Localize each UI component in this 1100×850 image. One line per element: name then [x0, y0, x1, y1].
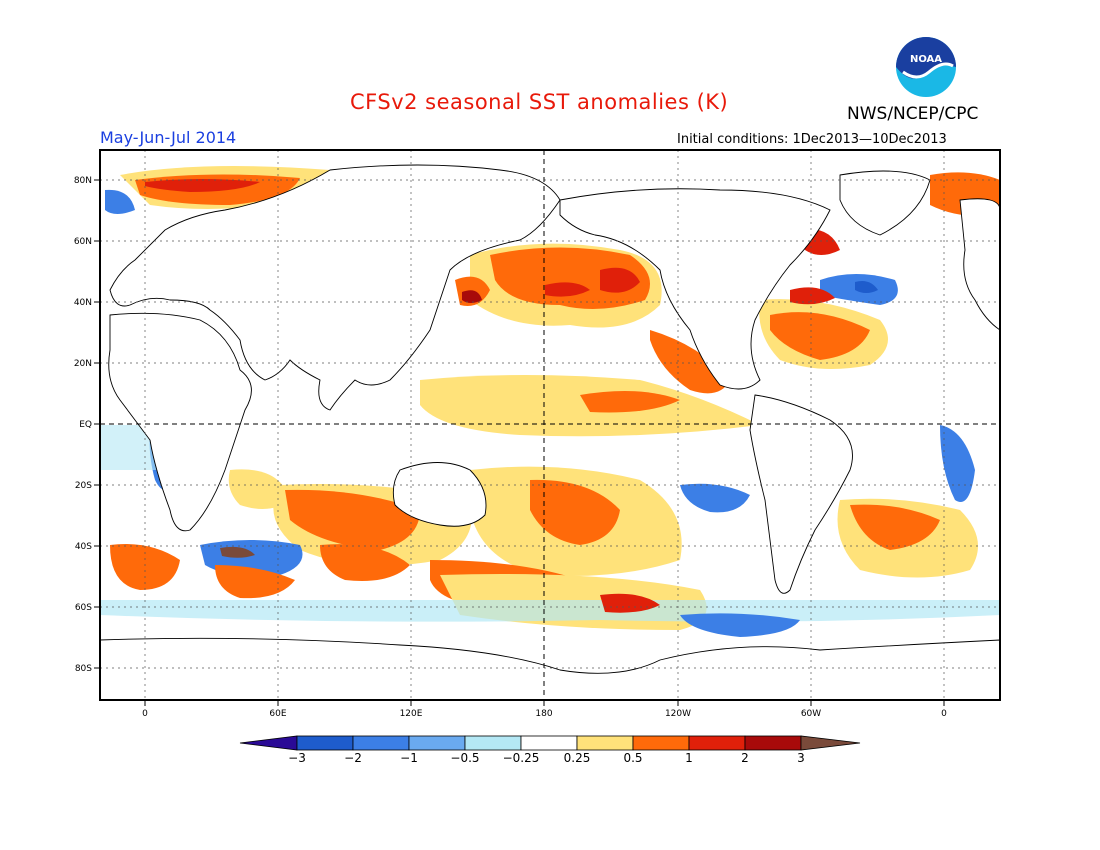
lat-label-60s: 60S — [75, 603, 92, 613]
colorbar-label: −0.25 — [502, 751, 540, 765]
lon-label-0-east: 0 — [941, 709, 947, 719]
colorbar-segment — [408, 735, 466, 751]
lat-label-80s: 80S — [75, 664, 92, 674]
lat-label-40n: 40N — [74, 298, 92, 308]
agency-label: NWS/NCEP/CPC — [847, 104, 979, 124]
lon-label-60e: 60E — [269, 709, 286, 719]
colorbar-segment — [296, 735, 354, 751]
colorbar-label: −1 — [400, 751, 418, 765]
lat-label-80n: 80N — [74, 176, 92, 186]
anomaly-field — [100, 164, 1000, 700]
colorbar-segment — [744, 735, 802, 751]
noaa-logo-icon: NOAA — [896, 37, 956, 97]
colorbar-label: 1 — [685, 751, 693, 765]
colorbar-segment — [520, 735, 578, 751]
lat-label-60n: 60N — [74, 237, 92, 247]
colorbar-max-arrow — [800, 735, 861, 751]
colorbar-min-arrow — [239, 735, 298, 751]
colorbar-label: 0.5 — [623, 751, 643, 765]
lon-label-0: 0 — [142, 709, 148, 719]
colorbar-segment — [464, 735, 522, 751]
logo-text: NOAA — [910, 54, 942, 65]
lon-label-120e: 120E — [400, 709, 423, 719]
lat-label-20n: 20N — [74, 359, 92, 369]
lon-label-120w: 120W — [665, 709, 691, 719]
colorbar-label: 2 — [741, 751, 749, 765]
lat-label-40s: 40S — [75, 542, 92, 552]
initial-conditions: Initial conditions: 1Dec2013—10Dec2013 — [677, 132, 947, 147]
colorbar-label: 0.25 — [563, 751, 591, 765]
lat-label-eq: EQ — [79, 420, 92, 430]
reference-lines — [100, 150, 1000, 700]
colorbar — [239, 735, 861, 751]
lon-label-180: 180 — [535, 709, 552, 719]
graticule — [100, 150, 1000, 700]
colorbar-label: −3 — [288, 751, 306, 765]
axis-ticks — [94, 179, 945, 706]
lon-label-60w: 60W — [801, 709, 821, 719]
map-title: CFSv2 seasonal SST anomalies (K) — [350, 90, 729, 114]
map-frame — [99, 149, 1001, 701]
lat-label-20s: 20S — [75, 481, 92, 491]
colorbar-segment — [632, 735, 690, 751]
colorbar-segment — [352, 735, 410, 751]
colorbar-label: −0.5 — [450, 751, 480, 765]
forecast-period: May-Jun-Jul 2014 — [100, 128, 237, 147]
colorbar-label: 3 — [797, 751, 805, 765]
coastlines — [100, 164, 1000, 700]
colorbar-segment — [688, 735, 746, 751]
colorbar-segment — [576, 735, 634, 751]
colorbar-label: −2 — [344, 751, 362, 765]
